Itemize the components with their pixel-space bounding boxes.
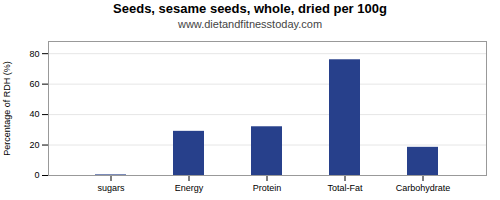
html-text:www.dietandfitnesstoday.com: www.dietandfitnesstoday.com (178, 18, 322, 30)
svg-text:Protein: Protein (253, 183, 282, 193)
svg-text:Percentage of RDH (%): Percentage of RDH (%) (2, 61, 12, 156)
svg-text:80: 80 (29, 49, 39, 59)
svg-text:sugars: sugars (97, 183, 125, 193)
html-text:Seeds, sesame seeds, whole, dr: Seeds, sesame seeds, whole, dried per 10… (113, 1, 387, 16)
svg-text:0: 0 (34, 170, 39, 180)
svg-text:40: 40 (29, 109, 39, 119)
svg-text:Carbohydrate: Carbohydrate (396, 183, 451, 193)
svg-text:60: 60 (29, 79, 39, 89)
svg-text:20: 20 (29, 140, 39, 150)
svg-text:Total-Fat: Total-Fat (327, 183, 363, 193)
svg-text:Energy: Energy (175, 183, 204, 193)
